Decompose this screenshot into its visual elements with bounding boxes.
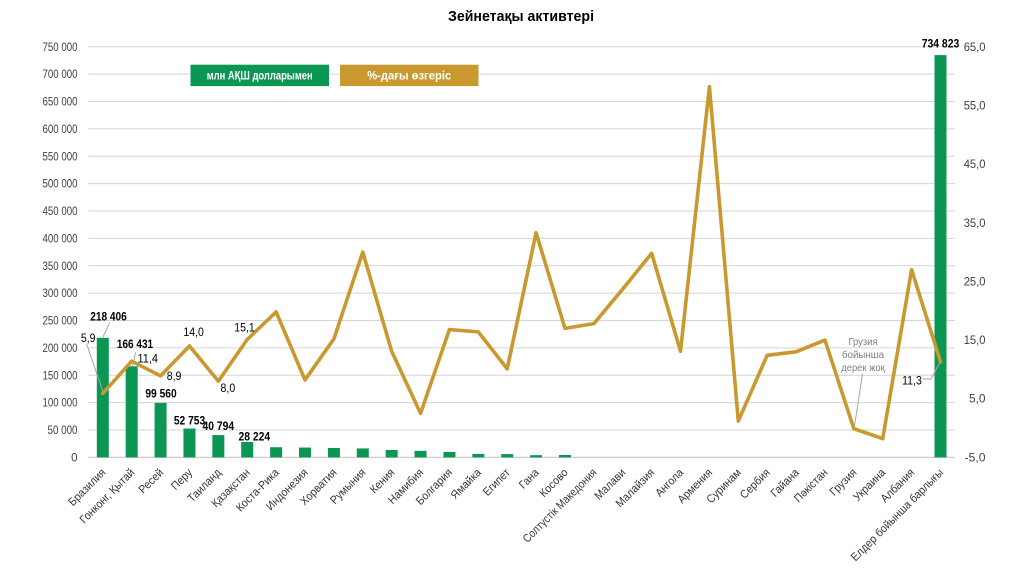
svg-text:25,0: 25,0 [964, 276, 986, 288]
svg-text:Зейнетақы активтері: Зейнетақы активтері [448, 9, 594, 25]
svg-text:14,0: 14,0 [183, 325, 204, 339]
svg-text:400 000: 400 000 [43, 233, 78, 245]
svg-text:500 000: 500 000 [43, 179, 78, 191]
svg-text:45,0: 45,0 [964, 159, 986, 171]
svg-text:8,0: 8,0 [221, 381, 236, 395]
svg-text:15,1: 15,1 [234, 320, 255, 334]
svg-text:млн АҚШ долларымен: млн АҚШ долларымен [207, 71, 313, 83]
svg-text:55,0: 55,0 [964, 100, 986, 112]
svg-text:5,9: 5,9 [81, 331, 96, 345]
svg-text:11,4: 11,4 [138, 352, 159, 366]
svg-text:28 224: 28 224 [238, 429, 270, 443]
svg-text:650 000: 650 000 [43, 97, 78, 109]
svg-text:150 000: 150 000 [43, 370, 78, 382]
svg-text:52 753: 52 753 [174, 414, 206, 428]
svg-text:600 000: 600 000 [43, 124, 78, 136]
svg-text:750 000: 750 000 [43, 42, 78, 54]
svg-text:дерек жоқ: дерек жоқ [841, 362, 885, 374]
svg-text:300 000: 300 000 [43, 288, 78, 300]
svg-text:550 000: 550 000 [43, 151, 78, 163]
svg-text:-5,0: -5,0 [965, 452, 986, 464]
svg-text:65,0: 65,0 [964, 42, 986, 54]
svg-text:бойынша: бойынша [842, 349, 884, 361]
svg-text:0: 0 [71, 452, 77, 464]
svg-text:5,0: 5,0 [969, 394, 986, 406]
svg-text:99 560: 99 560 [145, 387, 177, 401]
svg-text:166 431: 166 431 [117, 337, 153, 351]
svg-text:100 000: 100 000 [43, 398, 78, 410]
svg-text:Грузия: Грузия [849, 336, 878, 348]
svg-text:11,3: 11,3 [902, 373, 922, 387]
svg-text:40 794: 40 794 [202, 419, 234, 433]
svg-text:%-дағы өзгеріс: %-дағы өзгеріс [367, 71, 452, 83]
svg-text:250 000: 250 000 [43, 316, 78, 328]
svg-text:734 823: 734 823 [922, 36, 960, 50]
svg-text:450 000: 450 000 [43, 206, 78, 218]
svg-text:200 000: 200 000 [43, 343, 78, 355]
svg-text:50 000: 50 000 [48, 425, 78, 437]
svg-text:35,0: 35,0 [964, 218, 986, 230]
svg-text:218 406: 218 406 [90, 310, 127, 324]
svg-text:8,9: 8,9 [167, 369, 182, 383]
svg-text:350 000: 350 000 [43, 261, 78, 273]
svg-text:700 000: 700 000 [43, 69, 78, 81]
svg-text:15,0: 15,0 [964, 335, 986, 347]
